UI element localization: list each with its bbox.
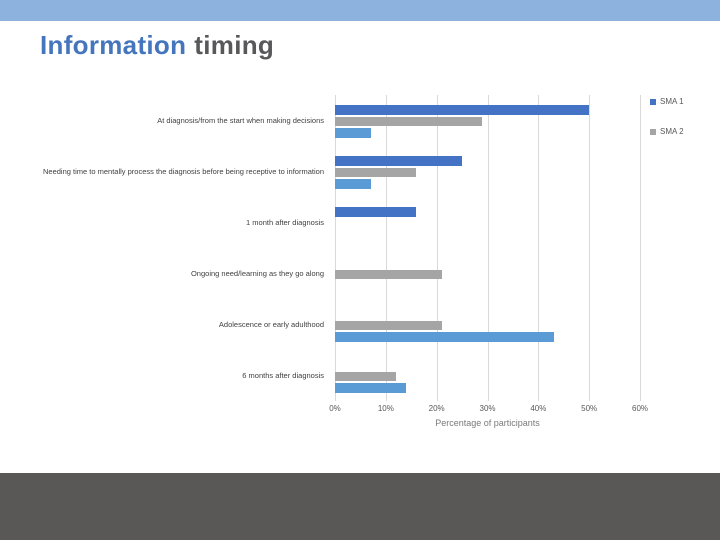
legend-item-sma-1: SMA 1 (650, 97, 684, 106)
tick-label: 30% (479, 404, 496, 413)
bar-series-3 (335, 128, 371, 138)
tick-label: 50% (581, 404, 598, 413)
chart-legend: SMA 1 SMA 2 (650, 97, 684, 157)
bar-series-3 (335, 179, 371, 189)
footer-band: The Centre for Community-Driven Research (0, 473, 720, 540)
bar-sma-2 (335, 320, 442, 330)
bar-series-3 (335, 383, 407, 393)
page-title-part2: timing (194, 30, 275, 60)
gridline (487, 95, 489, 401)
gridline (385, 95, 387, 401)
legend-label: SMA 2 (660, 127, 684, 136)
tick-label: 40% (530, 404, 547, 413)
legend-label: SMA 1 (660, 97, 684, 106)
value-axis-title: Percentage of participants (435, 418, 540, 428)
bar-sma-1 (335, 207, 417, 217)
bar-series-3 (335, 332, 554, 342)
bar-sma-2 (335, 269, 442, 279)
category-axis-labels: At diagnosis/from the start when making … (0, 95, 329, 401)
bar-sma-2 (335, 371, 396, 381)
category-label: Ongoing need/learning as they go along (190, 269, 324, 278)
gridline (335, 95, 336, 401)
tick-label: 0% (329, 404, 341, 413)
bar-sma-2 (335, 167, 417, 177)
page-title-part1: Information (40, 30, 187, 60)
bar-sma-1 (335, 156, 463, 166)
tick-label: 60% (631, 404, 649, 413)
category-label: Adolescence or early adulthood (218, 320, 324, 329)
value-axis-tick-labels: 0% 10% 20% 30% 40% 50% 60% (329, 404, 648, 416)
gridline (589, 95, 591, 401)
top-accent-bar (0, 0, 720, 21)
legend-item-sma-2: SMA 2 (650, 127, 684, 136)
category-label: At diagnosis/from the start when making … (157, 116, 324, 125)
category-label: 1 month after diagnosis (246, 218, 324, 227)
plot-area (335, 95, 641, 401)
bar-sma-2 (335, 116, 483, 126)
gridline (640, 95, 641, 401)
tick-label: 20% (428, 404, 445, 413)
bar-sma-1 (335, 105, 590, 115)
legend-swatch-icon (650, 98, 656, 105)
category-label: 6 months after diagnosis (242, 371, 324, 380)
category-label: Needing time to mentally process the dia… (43, 167, 324, 176)
legend-swatch-icon (650, 128, 656, 135)
tick-label: 10% (377, 404, 394, 413)
gridline (436, 95, 438, 401)
page-title: Information timing (40, 30, 274, 61)
gridline (538, 95, 540, 401)
